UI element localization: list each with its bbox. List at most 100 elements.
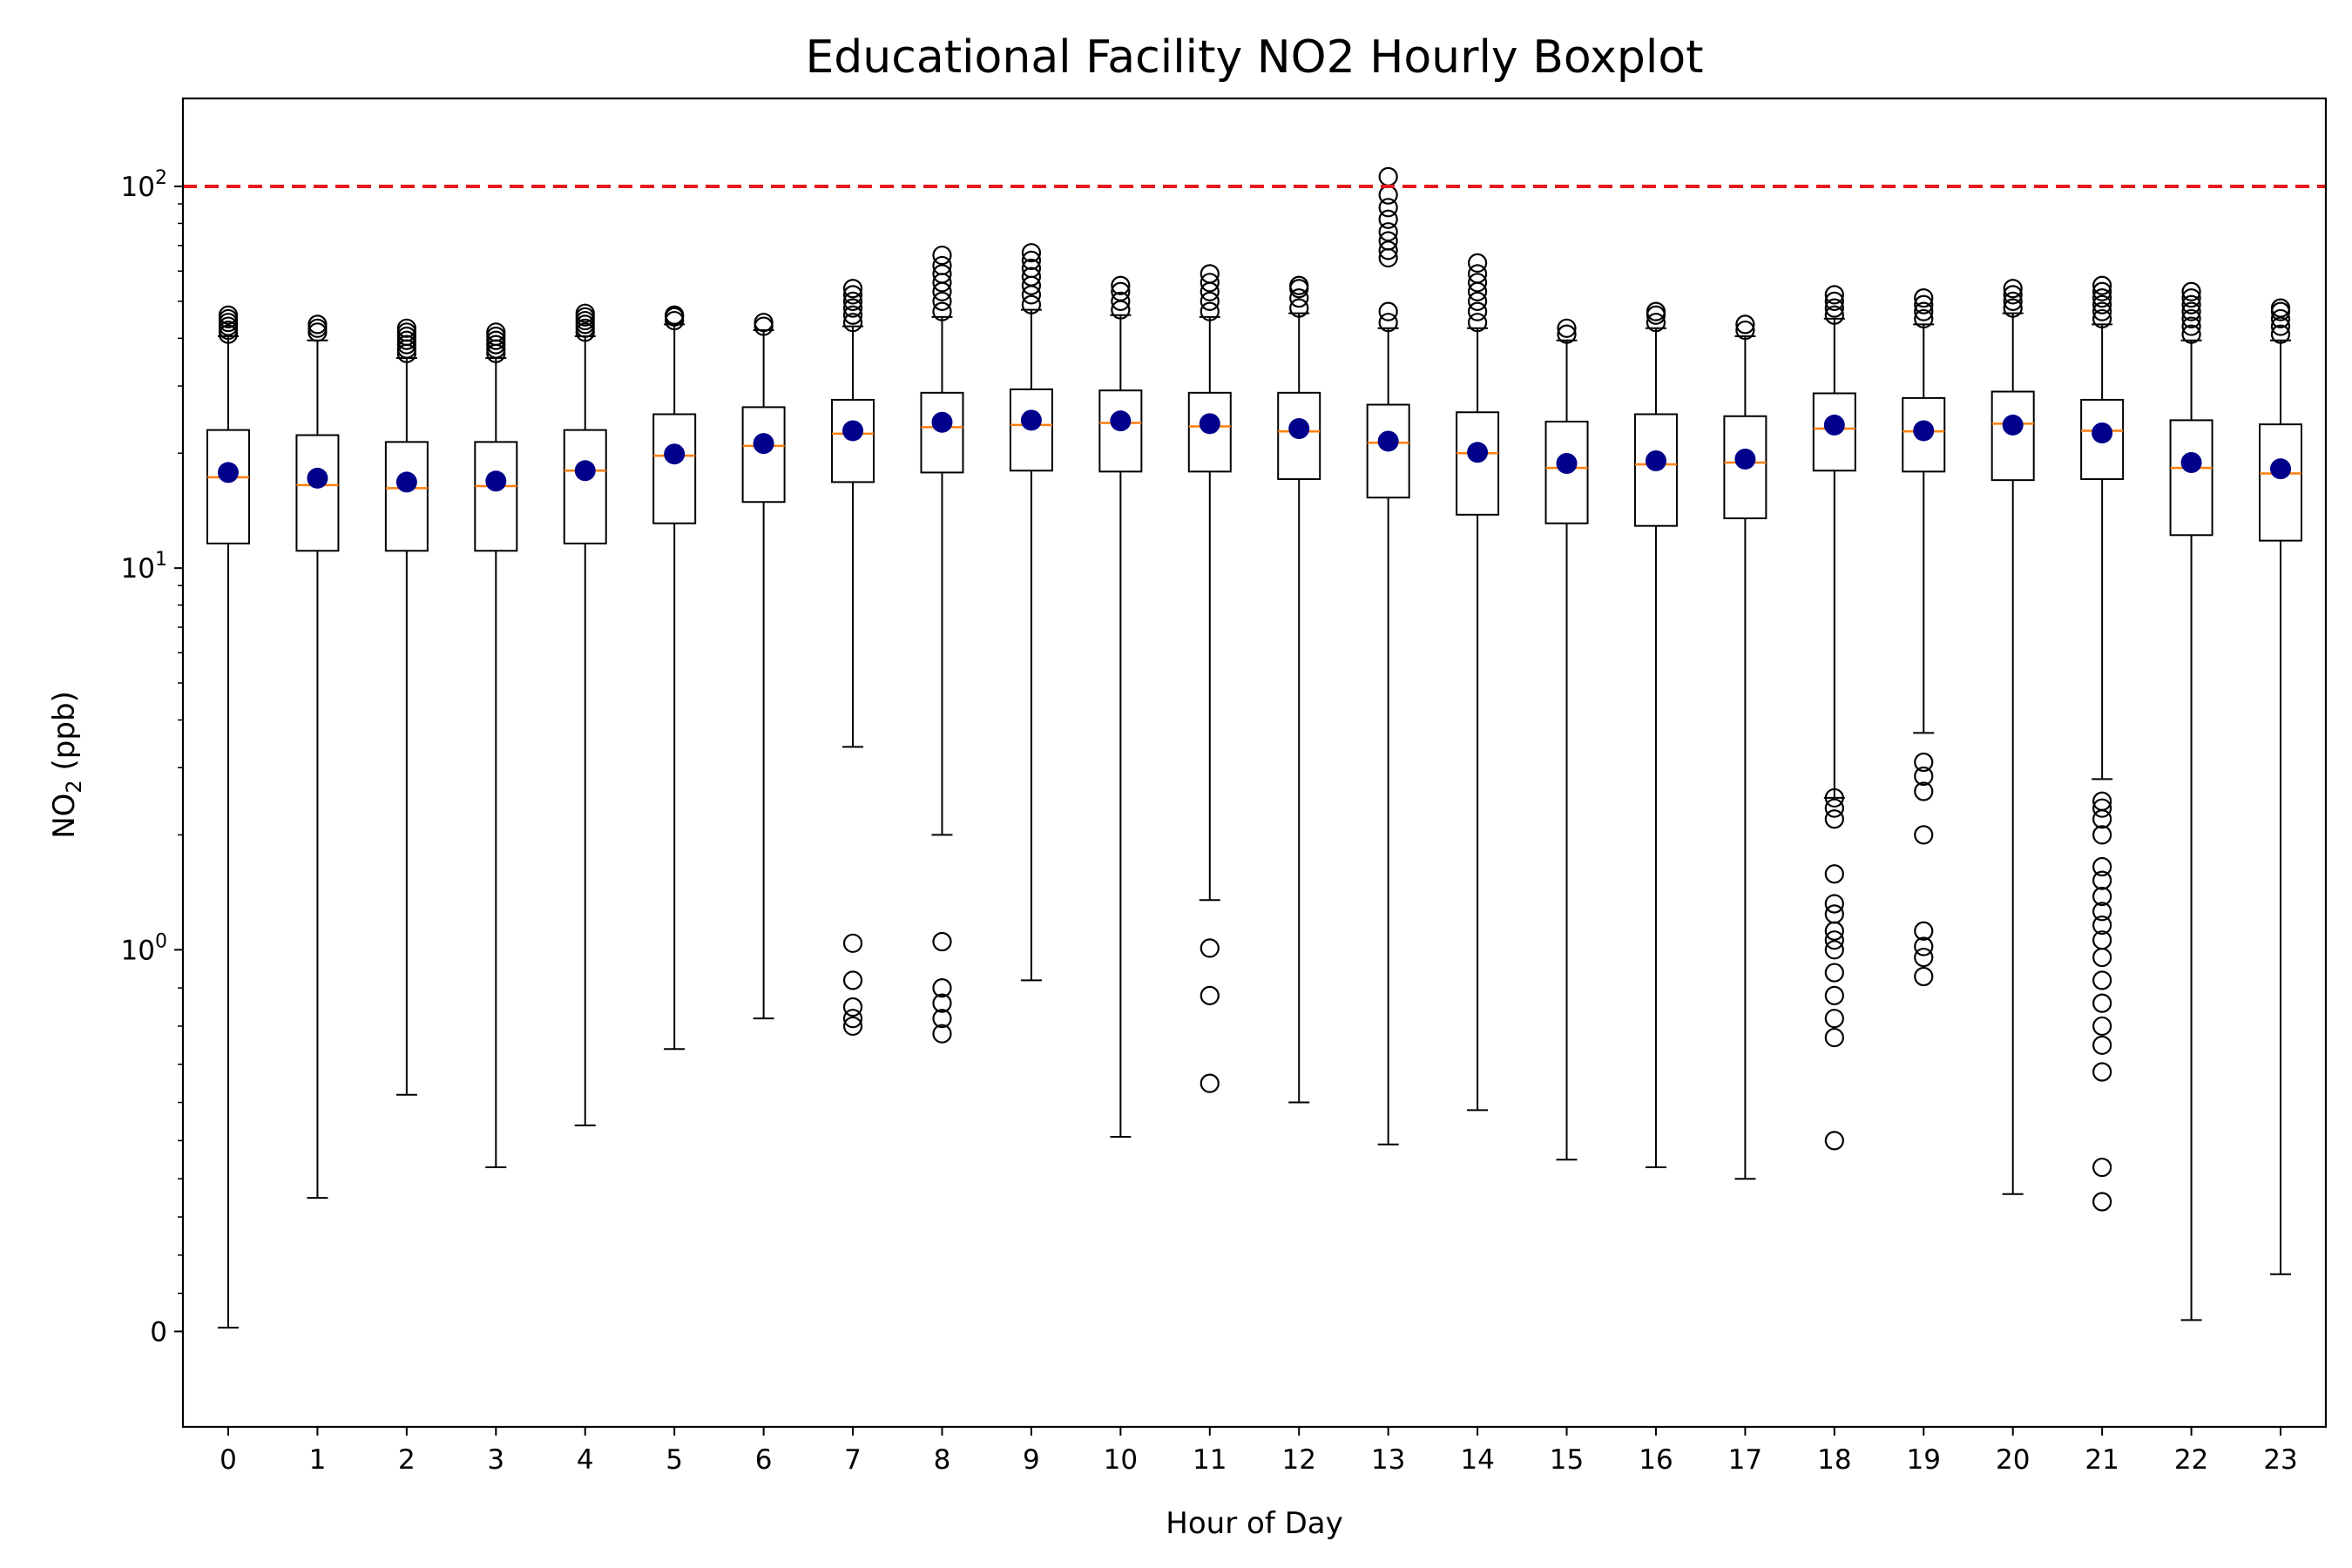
outlier-point — [1914, 288, 1934, 308]
outlier-point — [1824, 1009, 1844, 1029]
outlier-point — [2092, 275, 2112, 295]
x-tick-label: 0 — [220, 1444, 237, 1476]
outlier-point — [842, 291, 863, 311]
outlier-point — [1378, 301, 1398, 321]
outlier-point — [1735, 320, 1755, 341]
mean-marker — [574, 460, 596, 482]
outlier-point — [842, 1009, 863, 1029]
y-tick-label: 100 — [121, 930, 167, 966]
outlier-point — [1021, 243, 1042, 263]
outlier-point — [2092, 308, 2112, 329]
outlier-point — [1824, 904, 1844, 924]
box-hour-13 — [1366, 166, 1410, 1146]
outlier-point — [1200, 938, 1220, 958]
outlier-point — [1021, 258, 1042, 279]
outlier-point — [842, 1016, 863, 1037]
outlier-point — [2092, 915, 2112, 936]
outlier-point — [2092, 1035, 2112, 1055]
outlier-point — [1021, 294, 1042, 314]
outlier-point — [842, 313, 863, 333]
outlier-point — [1824, 291, 1844, 311]
mean-marker — [664, 443, 686, 465]
outlier-point — [2092, 902, 2112, 922]
outlier-point — [2181, 294, 2201, 314]
outlier-point — [2092, 993, 2112, 1013]
outlier-point — [1467, 273, 1488, 293]
outlier-point — [308, 314, 328, 335]
outlier-point — [842, 997, 863, 1017]
outlier-point — [1378, 240, 1398, 260]
outlier-point — [932, 1024, 952, 1044]
box-hour-17 — [1723, 314, 1767, 1180]
y-tick-label: 102 — [121, 167, 167, 203]
outlier-point — [665, 305, 685, 325]
outlier-point — [2092, 930, 2112, 950]
outlier-point — [575, 303, 595, 323]
iqr-box — [474, 441, 518, 552]
box-hour-5 — [652, 305, 697, 1051]
outlier-point — [932, 291, 952, 311]
outlier-point — [1914, 766, 1934, 787]
mean-marker — [2270, 458, 2291, 480]
outlier-point — [1111, 275, 1131, 295]
outlier-point — [1467, 291, 1488, 311]
x-tick-label: 15 — [1550, 1444, 1584, 1476]
outlier-point — [1914, 752, 1934, 773]
x-tick-label: 3 — [487, 1444, 504, 1476]
mean-marker — [1288, 417, 1310, 439]
box-hour-18 — [1812, 285, 1856, 1151]
x-tick-label: 4 — [577, 1444, 594, 1476]
x-tick-label: 16 — [1639, 1444, 1673, 1476]
outlier-point — [486, 335, 506, 355]
x-tick-label: 9 — [1023, 1444, 1040, 1476]
mean-marker — [1377, 430, 1399, 452]
iqr-box — [2259, 423, 2302, 542]
x-tick-label: 2 — [398, 1444, 416, 1476]
y-label-unit: (ppb) — [47, 691, 82, 780]
outlier-point — [1111, 281, 1131, 301]
outlier-point — [1378, 209, 1398, 229]
outlier-point — [1824, 809, 1844, 829]
iqr-box — [1456, 411, 1500, 516]
mean-marker — [1913, 420, 1935, 442]
mean-marker — [2002, 414, 2024, 436]
mean-marker — [842, 420, 864, 442]
outlier-point — [2092, 1062, 2112, 1082]
outlier-point — [1557, 324, 1577, 344]
outlier-point — [1467, 313, 1488, 333]
y-axis-label: NO2 (ppb) — [47, 691, 86, 839]
outlier-point — [932, 993, 952, 1013]
x-axis-label: Hour of Day — [1166, 1506, 1342, 1541]
iqr-box — [206, 429, 250, 544]
x-tick-label: 12 — [1281, 1444, 1315, 1476]
outlier-point — [1289, 298, 1309, 318]
outlier-point — [1824, 894, 1844, 914]
outlier-point — [1200, 1073, 1220, 1093]
mean-marker — [1020, 409, 1042, 431]
box-hour-23 — [2259, 298, 2302, 1275]
outlier-point — [1200, 291, 1220, 311]
y-label-subscript: 2 — [62, 780, 86, 793]
outlier-point — [1914, 921, 1934, 941]
outlier-point — [1914, 825, 1934, 845]
outlier-point — [1824, 305, 1844, 325]
outlier-point — [2092, 886, 2112, 907]
outlier-point — [2092, 294, 2112, 314]
chart-marks — [206, 166, 2302, 1329]
outlier-point — [1378, 198, 1398, 218]
outlier-point — [2092, 970, 2112, 990]
outlier-point — [396, 335, 416, 355]
outlier-point — [1378, 222, 1398, 242]
outlier-point — [932, 245, 952, 266]
outlier-point — [1914, 936, 1934, 956]
outlier-point — [2092, 791, 2112, 811]
y-tick-label: 0 — [150, 1316, 167, 1348]
box-hour-14 — [1456, 253, 1500, 1112]
outlier-point — [1467, 301, 1488, 321]
outlier-point — [2092, 1157, 2112, 1178]
box-hour-8 — [920, 245, 964, 1044]
outlier-point — [1824, 864, 1844, 884]
